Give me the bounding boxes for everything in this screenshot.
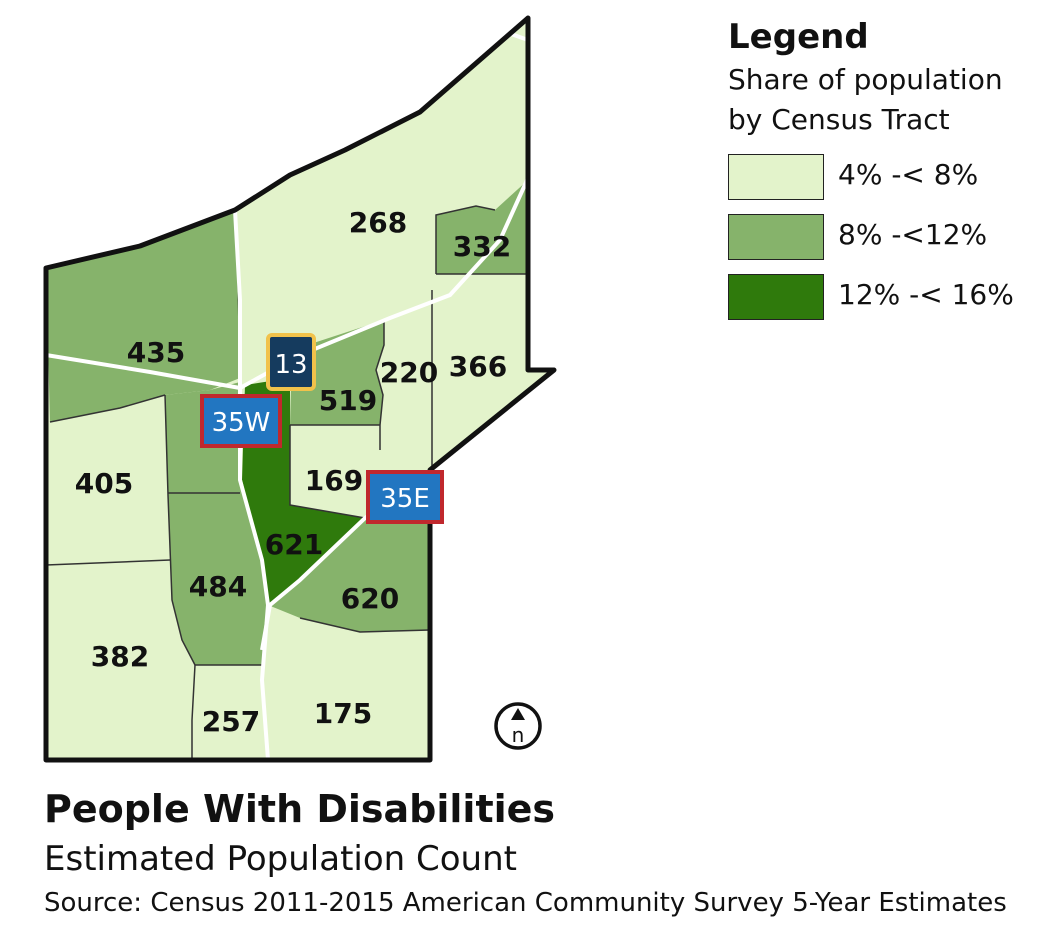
legend-item: 8% -<12% (728, 212, 1038, 272)
tract-332 (436, 180, 528, 274)
legend-item: 12% -< 16% (728, 272, 1038, 332)
tract-label-332: 332 (453, 230, 511, 263)
tract-label-257: 257 (202, 705, 260, 738)
map-subtitle: Estimated Population Count (44, 839, 517, 879)
legend-label-high: 12% -< 16% (838, 278, 1014, 311)
map-title: People With Disabilities (44, 787, 556, 831)
tract-435 (46, 210, 240, 422)
source-note: Source: Census 2011-2015 American Commun… (44, 888, 1007, 918)
tract-label-484: 484 (189, 570, 247, 603)
shield-35e-label: 35E (380, 484, 430, 514)
tract-label-620: 620 (341, 582, 399, 615)
tract-label-405: 405 (75, 467, 133, 500)
tract-label-175: 175 (314, 697, 372, 730)
tract-label-621: 621 (265, 528, 323, 561)
tract-label-519: 519 (319, 384, 377, 417)
shield-35w: 35W (200, 394, 282, 448)
legend-subtitle-line1: Share of population (728, 63, 1003, 96)
tract-label-382: 382 (91, 640, 149, 673)
tract-label-366: 366 (449, 350, 507, 383)
tract-484 (165, 382, 268, 665)
tract-label-220: 220 (380, 356, 438, 389)
legend-label-low: 4% -< 8% (838, 158, 979, 191)
road-13 (45, 177, 530, 391)
legend-swatch-low (728, 154, 824, 200)
north-arrow-label: n (512, 723, 525, 747)
legend-swatch-mid (728, 214, 824, 260)
tract-label-169: 169 (305, 464, 363, 497)
shield-35e: 35E (366, 470, 444, 524)
legend-item: 4% -< 8% (728, 152, 1038, 212)
county-outline (43, 15, 557, 763)
tract-label-268: 268 (349, 206, 407, 239)
legend-title: Legend (728, 17, 869, 57)
legend-swatch-high (728, 274, 824, 320)
legend: Legend Share of population by Census Tra… (728, 18, 1038, 332)
shield-13: 13 (266, 333, 316, 391)
shield-13-label: 13 (274, 350, 307, 380)
shield-35w-label: 35W (212, 408, 271, 438)
road-ne (499, 28, 529, 42)
road-35w (233, 209, 271, 761)
legend-subtitle-line2: by Census Tract (728, 103, 950, 136)
legend-label-mid: 8% -<12% (838, 218, 988, 251)
tract-label-435: 435 (127, 336, 185, 369)
north-arrow-icon: n (494, 702, 542, 750)
